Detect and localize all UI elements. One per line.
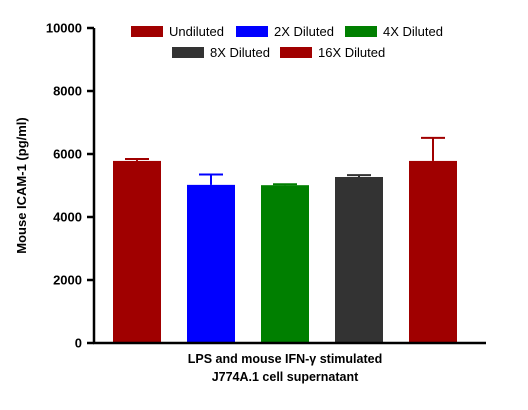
y-tick-label: 2000	[53, 273, 82, 288]
legend-swatch	[345, 26, 377, 37]
y-tick-label: 10000	[46, 21, 82, 36]
legend-label: 8X Diluted	[210, 45, 270, 60]
legend-swatch	[172, 47, 204, 58]
bar	[261, 185, 309, 343]
bar	[335, 176, 383, 343]
error-bars	[125, 136, 445, 186]
y-tick-label: 4000	[53, 210, 82, 225]
legend-label: 16X Diluted	[318, 45, 385, 60]
y-axis-ticks: 0 2000 4000 6000 8000 10000	[46, 21, 94, 351]
legend-label: Undiluted	[169, 24, 224, 39]
legend-label: 4X Diluted	[383, 24, 443, 39]
bars	[113, 160, 457, 343]
y-tick-label: 8000	[53, 84, 82, 99]
axes	[92, 28, 486, 345]
y-tick-label: 0	[75, 336, 82, 351]
legend-label: 2X Diluted	[274, 24, 334, 39]
y-tick-label: 6000	[53, 147, 82, 162]
legend-swatch	[131, 26, 163, 37]
legend-swatch	[280, 47, 312, 58]
bar	[113, 160, 161, 343]
legend: Undiluted 2X Diluted 4X Diluted 8X Diluted 1…	[131, 24, 443, 60]
bar	[187, 184, 235, 343]
bar	[409, 160, 457, 343]
x-axis-label-line-2: J774A.1 cell supernatant	[212, 370, 359, 384]
x-axis-label-line-1: LPS and mouse IFN-γ stimulated	[188, 352, 382, 366]
y-axis-title: Mouse ICAM-1 (pg/ml)	[14, 117, 29, 254]
legend-swatch	[236, 26, 268, 37]
